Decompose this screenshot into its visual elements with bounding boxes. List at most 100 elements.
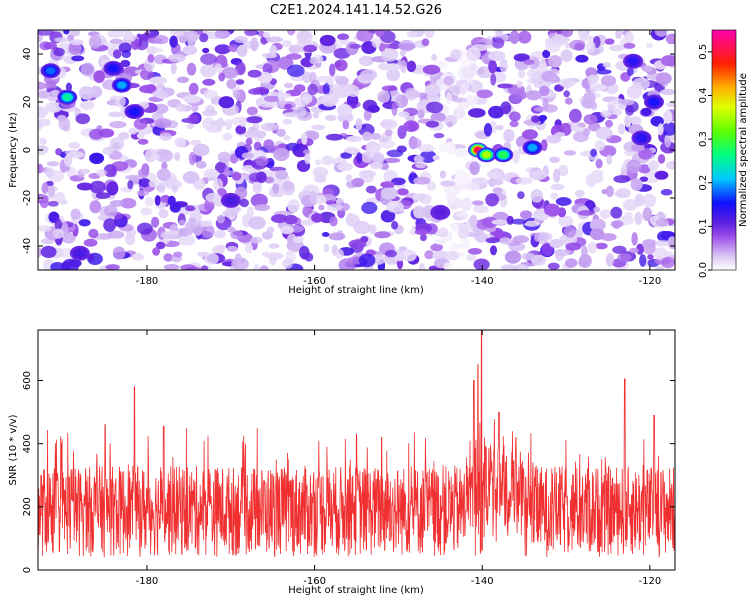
heatmap-cell <box>253 264 260 270</box>
heatmap-cell <box>38 30 55 36</box>
heatmap-cell <box>595 126 613 140</box>
heatmap-cell <box>286 30 296 36</box>
heatmap-cell <box>421 38 430 47</box>
heatmap-cell <box>623 42 636 49</box>
heatmap-cell <box>534 214 550 220</box>
heatmap-cell <box>362 131 372 141</box>
heatmap-cell <box>509 30 520 44</box>
heatmap-cell <box>371 38 381 48</box>
heatmap-cell <box>176 76 189 84</box>
heatmap-cell <box>80 168 91 175</box>
heatmap-cell <box>301 93 313 104</box>
heatmap-cell <box>293 236 304 244</box>
heatmap-cell <box>146 45 157 55</box>
heatmap-cell <box>313 174 327 183</box>
heatmap-cell <box>282 180 295 192</box>
heatmap-cell <box>488 105 505 119</box>
heatmap-cell <box>168 53 186 63</box>
heatmap-cell <box>214 30 231 39</box>
heatmap-cell <box>432 250 450 261</box>
heatmap-cell <box>378 94 390 103</box>
heatmap-cell <box>575 54 589 63</box>
heatmap-cell <box>418 144 435 153</box>
heatmap-cell <box>612 245 627 254</box>
heatmap-cell <box>275 169 288 180</box>
heatmap-cell <box>109 121 127 129</box>
heatmap-cell <box>426 181 437 191</box>
heatmap-cell <box>629 247 639 254</box>
heatmap-cell <box>217 151 231 163</box>
heatmap-cell <box>187 114 199 125</box>
heatmap-hotspot <box>117 81 127 89</box>
heatmap-cell <box>149 76 168 85</box>
heatmap-cell <box>543 104 558 113</box>
heatmap-cell <box>53 47 65 57</box>
heatmap-cell <box>665 33 675 45</box>
heatmap-cell <box>605 253 615 267</box>
heatmap-cell <box>517 69 526 79</box>
heatmap-cell <box>48 183 56 198</box>
heatmap-cell <box>54 37 70 43</box>
heatmap-cell <box>661 122 675 136</box>
heatmap-cell <box>102 147 114 155</box>
heatmap-cell <box>399 50 406 57</box>
heatmap-cell <box>302 71 312 83</box>
heatmap-cell <box>539 85 550 97</box>
heatmap-cell <box>363 109 372 121</box>
heatmap-cell <box>491 37 505 49</box>
heatmap-cell <box>642 242 656 255</box>
heatmap-cell <box>103 218 117 233</box>
heatmap-cell <box>39 137 47 145</box>
heatmap-cell <box>487 50 506 62</box>
heatmap-cell <box>163 264 180 270</box>
heatmap-cell <box>550 183 565 191</box>
heatmap-cell <box>612 220 621 229</box>
snr-x-axis-label: Height of straight line (km) <box>288 585 424 596</box>
heatmap-cell <box>626 67 634 76</box>
heatmap-cell <box>147 54 155 63</box>
heatmap-cell <box>485 237 500 244</box>
heatmap-cell <box>271 214 288 224</box>
heatmap-cell <box>329 63 336 77</box>
heatmap-cell <box>589 85 601 93</box>
heatmap-cell <box>276 128 286 137</box>
heatmap-cell <box>490 73 497 86</box>
heatmap-cell <box>232 89 241 99</box>
heatmap-cell <box>554 249 571 257</box>
heatmap-cell <box>430 112 446 123</box>
heatmap-cell <box>96 169 107 177</box>
heatmap-cell <box>311 124 326 131</box>
heatmap-cell <box>348 239 367 249</box>
heatmap-cell <box>519 210 533 220</box>
colorbar-label: Normalized spectral amplitude <box>738 73 749 227</box>
heatmap-cell <box>69 259 82 268</box>
heatmap-cell <box>79 100 95 110</box>
heatmap-cell <box>398 40 416 52</box>
heatmap-cell <box>542 49 551 59</box>
heatmap-cell <box>254 130 267 139</box>
heatmap-cell <box>600 75 617 87</box>
heatmap-cell <box>203 168 219 179</box>
heatmap-cell <box>76 182 94 191</box>
heatmap-cell <box>360 170 375 183</box>
heatmap-cell <box>113 49 122 59</box>
heatmap-cell <box>372 152 385 164</box>
snr-y-ticks: 0 200 400 600 <box>22 371 675 573</box>
heatmap-cell <box>218 96 235 109</box>
heatmap-cell <box>241 152 254 159</box>
heatmap-cell <box>335 76 349 86</box>
heatmap-cell <box>328 232 346 241</box>
heatmap-cell <box>638 164 651 174</box>
heatmap-cell <box>417 109 425 119</box>
heatmap-hotspot <box>498 151 508 159</box>
heatmap-cell <box>415 162 427 169</box>
heatmap-cell <box>345 146 359 154</box>
heatmap-cell <box>246 106 258 116</box>
heatmap-cell <box>202 109 218 117</box>
heatmap-cell <box>540 139 548 152</box>
heatmap-cell <box>260 36 268 45</box>
heatmap-cell <box>630 178 643 191</box>
heatmap-cell <box>590 228 605 241</box>
heatmap-cell <box>133 118 148 130</box>
heatmap-cell <box>41 182 49 194</box>
